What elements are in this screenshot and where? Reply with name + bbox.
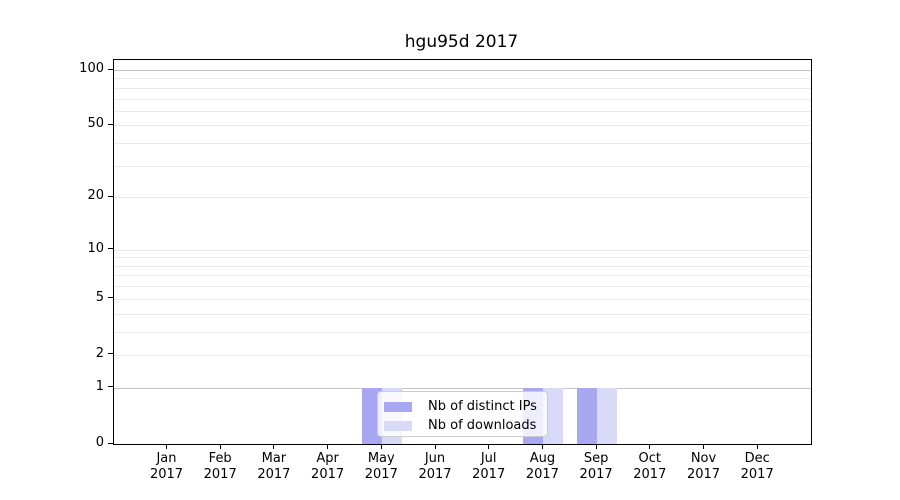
y-tick-label: 2 [95,345,104,361]
legend-swatch-downloads-icon [384,420,412,431]
minor-gridline [114,354,811,356]
x-tick-year: 2017 [203,467,237,482]
minor-gridline [114,313,811,315]
x-tick-month: Aug [529,451,556,466]
x-tick-label: Jun 2017 [405,451,465,483]
chart-title: hgu95d 2017 [404,32,519,52]
y-tick-mark [108,248,113,250]
y-tick-mark [108,123,113,125]
x-tick-month: Sep [583,451,609,466]
plot-area [113,59,812,445]
x-tick-label: May 2017 [351,451,411,483]
x-tick-label: Mar 2017 [244,451,304,483]
y-tick-mark [108,386,113,388]
minor-gridline [114,78,811,80]
x-tick-label: Jan 2017 [137,451,197,483]
x-tick-label: Apr 2017 [298,451,358,483]
x-tick-mark [703,444,704,449]
y-tick-label: 100 [79,61,104,76]
legend-swatch-distinct-ips-icon [384,401,412,412]
legend-entry-downloads: Nb of downloads [384,416,539,435]
minor-gridline [114,125,811,127]
x-tick-mark [649,444,651,449]
minor-gridline [114,265,811,267]
x-tick-label: Aug 2017 [512,451,572,483]
minor-gridline [114,165,811,167]
x-tick-month: May [367,451,395,466]
bar-downloads-sep [597,387,618,444]
x-tick-year: 2017 [740,467,774,482]
x-tick-month: Mar [261,451,287,466]
x-tick-year: 2017 [364,467,398,482]
x-tick-mark [595,444,597,449]
y-tick-mark [108,442,113,444]
y-tick-label: 1 [95,378,104,394]
legend-entry-distinct-ips: Nb of distinct IPs [384,397,539,416]
minor-gridline [114,110,811,112]
y-tick-label: 20 [87,188,104,204]
x-tick-year: 2017 [472,467,506,482]
y-tick-label: 0 [95,435,104,450]
x-tick-mark [541,444,543,449]
x-tick-label: Jul 2017 [459,451,519,483]
x-tick-month: Jun [424,451,446,466]
x-tick-label: Sep 2017 [566,451,626,483]
y-tick-mark [108,68,113,70]
x-tick-year: 2017 [633,467,667,482]
minor-gridline [114,257,811,259]
x-tick-month: Dec [744,451,770,466]
y-tick-mark [108,195,113,197]
legend-label-distinct-ips: Nb of distinct IPs [428,399,537,414]
x-tick-label: Oct 2017 [620,451,680,483]
x-tick-month: Feb [208,451,232,466]
minor-gridline [114,298,811,300]
x-tick-month: Oct [638,451,662,466]
minor-gridline [114,98,811,100]
y-tick-mark [108,297,113,299]
x-tick-label: Nov 2017 [674,451,734,483]
bar-distinct-ips-sep [577,387,598,444]
bar-downloads-aug [543,387,564,444]
x-tick-year: 2017 [525,467,559,482]
major-gridline [114,70,811,71]
x-tick-mark [166,444,167,449]
legend: Nb of distinct IPs Nb of downloads [377,391,548,437]
legend-label-downloads: Nb of downloads [428,418,537,433]
y-tick-label: 50 [87,116,104,132]
x-tick-label: Feb 2017 [190,451,250,483]
x-tick-mark [273,444,275,449]
x-tick-year: 2017 [686,467,721,482]
x-tick-year: 2017 [311,467,345,482]
x-tick-year: 2017 [579,467,613,482]
y-tick-label: 5 [95,289,104,305]
y-tick-label: 10 [87,240,104,256]
x-tick-year: 2017 [257,467,291,482]
x-tick-month: Nov [690,451,717,466]
minor-gridline [114,286,811,288]
x-tick-mark [756,444,758,449]
minor-gridline [114,249,811,251]
x-tick-mark [327,444,329,449]
x-tick-mark [434,444,436,449]
minor-gridline [114,331,811,333]
x-tick-mark [488,444,490,449]
x-tick-month: Jul [480,451,497,466]
x-tick-year: 2017 [149,467,184,482]
x-tick-month: Jan [156,451,177,466]
minor-gridline [114,197,811,199]
x-tick-mark [219,444,221,449]
minor-gridline [114,143,811,145]
x-tick-year: 2017 [418,467,452,482]
major-gridline [114,387,811,389]
x-tick-month: Apr [316,451,339,466]
minor-gridline [114,275,811,277]
minor-gridline [114,87,811,89]
x-tick-label: Dec 2017 [727,451,787,483]
x-tick-mark [380,444,382,449]
y-tick-mark [108,353,113,355]
